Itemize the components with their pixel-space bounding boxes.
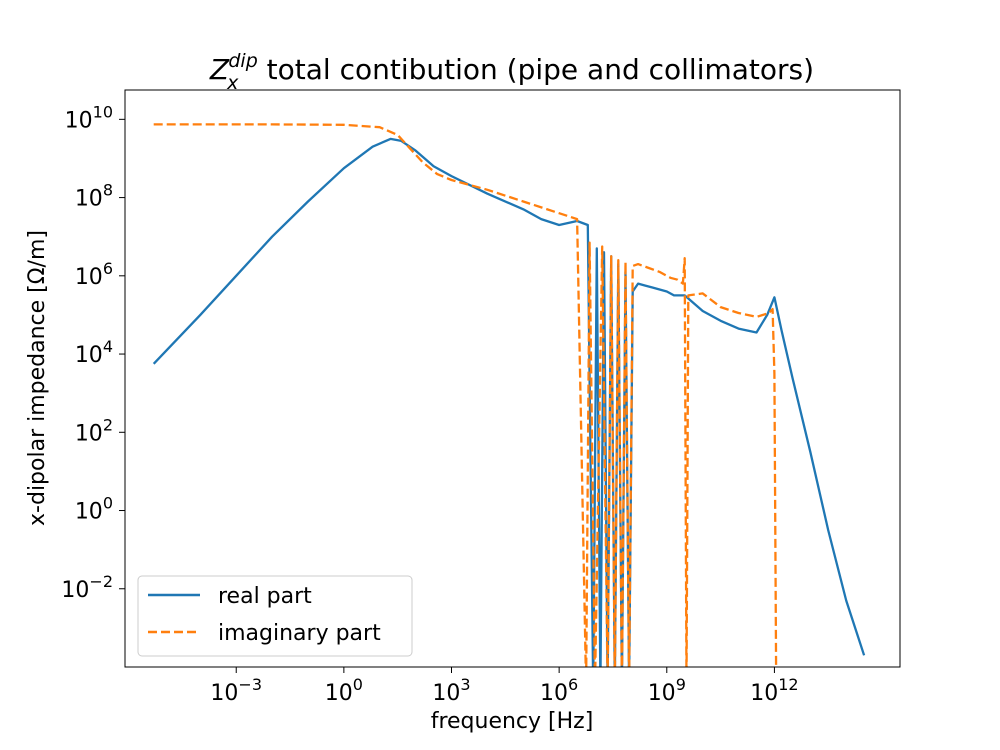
y-tick-label: 100 — [75, 494, 113, 525]
title-subscript: x — [226, 72, 239, 94]
plot-area — [124, 89, 901, 668]
legend-box — [137, 575, 413, 657]
title-text: total contibution (pipe and collimators) — [258, 53, 814, 86]
y-tick-label: 10−2 — [61, 572, 113, 603]
y-tick-label: 1010 — [65, 102, 113, 133]
legend-label-imag: imaginary part — [218, 621, 381, 646]
y-tick-label: 104 — [75, 337, 113, 368]
plot-background — [125, 90, 900, 667]
x-tick-label: 106 — [540, 675, 578, 706]
x-tick-label: 100 — [325, 675, 363, 706]
x-axis-label: frequency [Hz] — [431, 709, 594, 734]
series-line-imaginary — [153, 123, 778, 667]
plot-frame — [124, 89, 901, 668]
title-superscript: dip — [228, 50, 257, 72]
title-symbol: Z — [209, 53, 230, 86]
x-tick-label: 109 — [648, 675, 686, 706]
y-tick-label: 102 — [75, 415, 113, 446]
x-tick-label: 1012 — [750, 675, 798, 706]
x-tick-label: 10−3 — [210, 675, 262, 706]
x-tick-label: 103 — [432, 675, 470, 706]
y-axis: 1010 108 106 104 102 100 10−2 — [61, 102, 125, 603]
y-tick-label: 108 — [75, 181, 113, 212]
y-axis-label: x-dipolar impedance [Ω/m] — [25, 230, 50, 526]
series-line-real — [152, 137, 866, 667]
y-tick-label: 106 — [75, 259, 113, 290]
legend-label-real: real part — [218, 584, 312, 609]
x-axis: 10−3 100 103 106 109 1012 — [210, 667, 799, 706]
chart-title: Zxdip total contibution (pipe and collim… — [209, 50, 814, 94]
legend: real part imaginary part — [137, 575, 413, 657]
